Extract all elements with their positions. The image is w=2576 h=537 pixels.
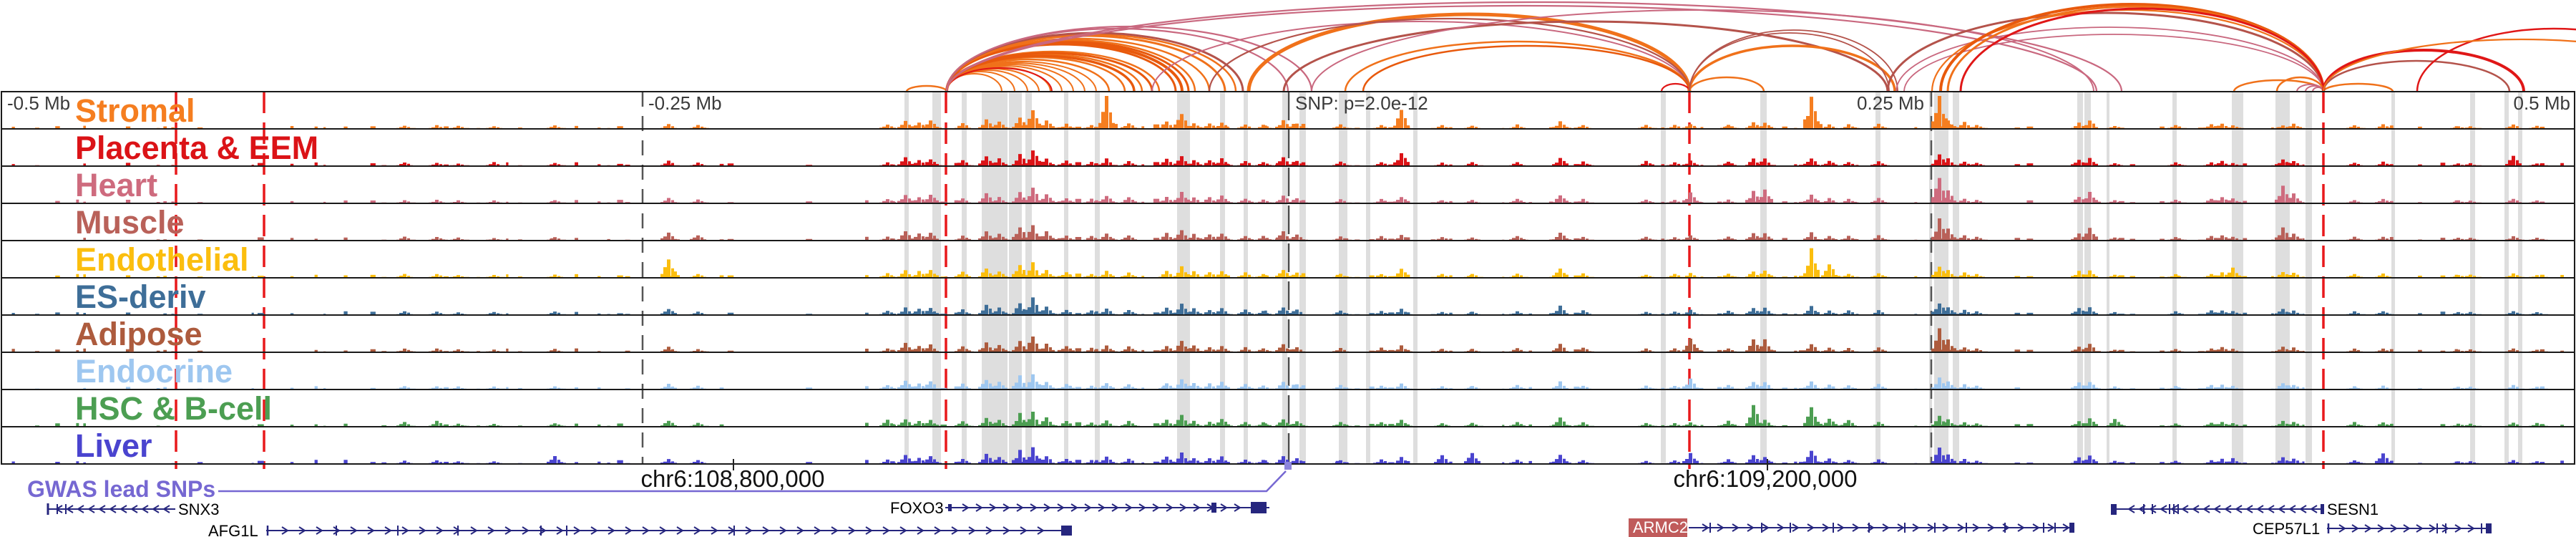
svg-text:SESN1: SESN1 [2327,500,2379,518]
svg-text:AFG1L: AFG1L [208,522,258,537]
svg-text:0.5 Mb: 0.5 Mb [2514,92,2571,114]
svg-text:Liver: Liver [75,427,152,464]
svg-text:CEP57L1: CEP57L1 [2253,520,2320,537]
svg-text:Placenta & EEM: Placenta & EEM [75,130,318,166]
svg-text:FOXO3: FOXO3 [890,499,944,517]
svg-text:Stromal: Stromal [75,92,195,129]
svg-text:chr6:108,800,000: chr6:108,800,000 [641,465,825,492]
svg-text:chr6:109,200,000: chr6:109,200,000 [1674,465,1858,492]
svg-text:ARMC2: ARMC2 [1633,518,1688,536]
svg-text:Endocrine: Endocrine [75,353,233,390]
svg-text:ES-deriv: ES-deriv [75,279,206,315]
svg-text:-0.5 Mb: -0.5 Mb [7,92,70,114]
svg-text:GWAS lead SNPs: GWAS lead SNPs [27,476,215,502]
svg-text:0.25 Mb: 0.25 Mb [1857,92,1924,114]
svg-text:Adipose: Adipose [75,316,203,352]
svg-text:SNX3: SNX3 [178,500,219,518]
svg-text:Endothelial: Endothelial [75,241,249,278]
svg-text:HSC & B-cell: HSC & B-cell [75,390,272,427]
svg-text:-0.25 Mb: -0.25 Mb [648,92,722,114]
svg-text:Heart: Heart [75,167,157,203]
svg-text:SNP: p=2.0e-12: SNP: p=2.0e-12 [1295,92,1428,114]
svg-text:Muscle: Muscle [75,204,185,241]
